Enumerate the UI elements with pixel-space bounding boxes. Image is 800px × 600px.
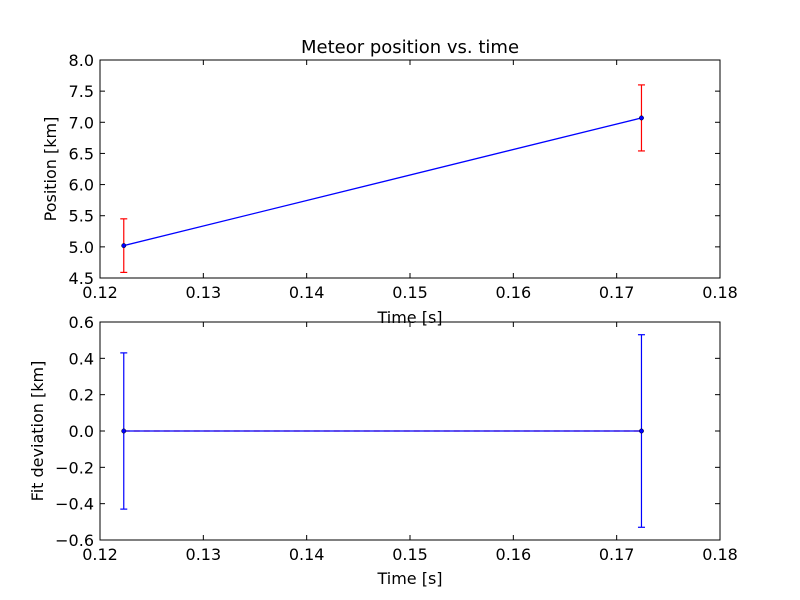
deviation-y-tick-label: 0.0	[69, 422, 94, 441]
position-y-tick-label: 7.0	[69, 113, 94, 132]
position-series-line	[123, 117, 642, 247]
deviation-x-axis-label: Time [s]	[376, 569, 442, 588]
position-subplot: Meteor position vs. time Time [s] Positi…	[41, 37, 738, 327]
deviation-x-tick-label: 0.17	[599, 545, 635, 564]
position-y-tick-label: 6.0	[69, 176, 94, 195]
deviation-x-tick-label: 0.12	[82, 545, 118, 564]
position-y-tick-label: 5.0	[69, 238, 94, 257]
deviation-y-tick-label: 0.2	[69, 386, 94, 405]
deviation-y-tick-label: −0.2	[55, 458, 94, 477]
position-y-tick-label: 7.5	[69, 82, 94, 101]
position-x-tick-label: 0.18	[702, 283, 738, 302]
deviation-y-tick-label: −0.4	[55, 495, 94, 514]
position-x-tick-label: 0.12	[82, 283, 118, 302]
position-x-tick-label: 0.16	[496, 283, 532, 302]
deviation-x-tick-label: 0.14	[289, 545, 325, 564]
position-plot-area: 0.12 0.13 0.14 0.15 0.16 0.17 0.18 4.5 5.0 5.5 6.0…	[69, 51, 738, 302]
position-x-tick-label: 0.13	[186, 283, 222, 302]
position-y-axis-label: Position [km]	[41, 117, 60, 222]
deviation-data-point	[639, 428, 644, 434]
deviation-plot-area: 0.12 0.13 0.14 0.15 0.16 0.17 0.18 −0.6 −0.4 −0.2…	[55, 313, 738, 564]
deviation-data-point	[121, 428, 127, 434]
position-data-point	[121, 243, 127, 249]
deviation-y-tick-label: 0.6	[69, 313, 94, 332]
chart-title: Meteor position vs. time	[301, 37, 519, 58]
position-data-point	[639, 115, 644, 121]
deviation-y-axis-label: Fit deviation [km]	[28, 361, 47, 502]
position-x-tick-label: 0.15	[392, 283, 428, 302]
deviation-y-tick-label: −0.6	[55, 531, 94, 550]
position-x-tick-label: 0.17	[599, 283, 635, 302]
position-y-tick-label: 4.5	[69, 269, 94, 288]
position-y-tick-label: 5.5	[69, 207, 94, 226]
deviation-x-tick-label: 0.18	[702, 545, 738, 564]
deviation-x-tick-label: 0.15	[392, 545, 428, 564]
deviation-x-tick-label: 0.13	[186, 545, 222, 564]
deviation-subplot: Time [s] Fit deviation [km] 0.12 0.13 0.14…	[28, 313, 738, 588]
position-y-tick-label: 6.5	[69, 144, 94, 163]
deviation-y-tick-label: 0.4	[69, 349, 94, 368]
deviation-x-tick-label: 0.16	[496, 545, 532, 564]
position-y-tick-label: 8.0	[69, 51, 94, 70]
position-x-tick-label: 0.14	[289, 283, 325, 302]
